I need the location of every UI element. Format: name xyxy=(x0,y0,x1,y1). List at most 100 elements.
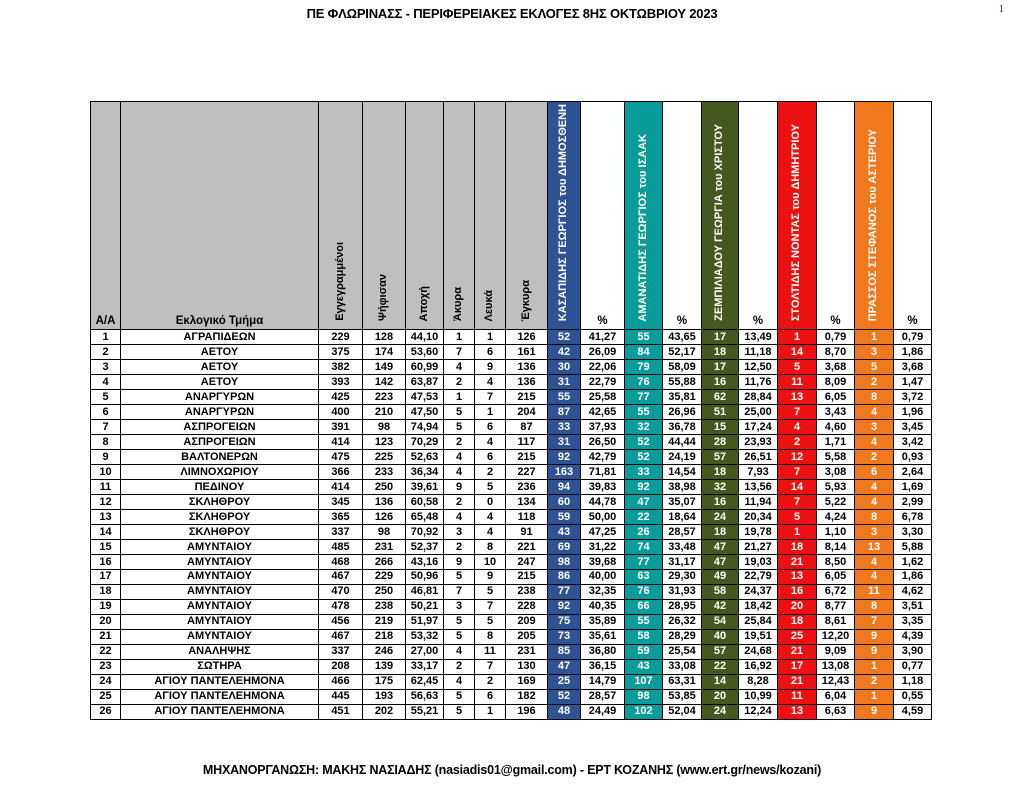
cell-votes: 11 xyxy=(777,374,817,391)
cell-votes: 17 xyxy=(777,658,817,675)
cell-percent: 2,99 xyxy=(893,494,932,511)
cell-votes: 18 xyxy=(701,344,739,361)
cell-station: ΑΓΙΟΥ ΠΑΝΤΕΛΕΗΜΟΝΑ xyxy=(120,688,319,705)
cell-stat: 55,21 xyxy=(405,703,444,721)
cell-votes: 18 xyxy=(701,464,739,481)
cell-station: ΑΕΤΟΥ xyxy=(120,344,319,361)
cell-votes: 5 xyxy=(777,509,817,526)
cell-stat: 63,87 xyxy=(405,374,444,391)
cell-stat: 4 xyxy=(443,643,475,660)
cell-percent: 6,72 xyxy=(816,583,855,600)
cell-aa: 7 xyxy=(90,419,121,436)
cell-percent: 3,43 xyxy=(816,404,855,421)
cell-stat: 475 xyxy=(318,449,363,466)
cell-stat: 70,92 xyxy=(405,524,444,541)
cell-votes: 28 xyxy=(701,434,739,451)
cell-votes: 3 xyxy=(854,419,894,436)
page-number: 1 xyxy=(998,3,1005,15)
cell-stat: 468 xyxy=(318,554,363,570)
cell-stat: 62,45 xyxy=(405,673,444,690)
table-row: 4 ΑΕΤΟΥ 393 142 63,87 2 4 136 31 22,79 76 55,88 16 11… xyxy=(90,374,932,391)
cell-percent: 26,09 xyxy=(580,344,625,361)
cell-stat: 123 xyxy=(362,434,406,451)
cell-votes: 87 xyxy=(547,404,581,421)
cell-percent: 1,71 xyxy=(816,434,855,451)
cell-stat: 467 xyxy=(318,628,363,645)
cell-station: ΛΙΜΝΟΧΩΡΙΟΥ xyxy=(120,464,319,481)
header-percent-4: % xyxy=(893,100,932,331)
cell-votes: 48 xyxy=(547,703,581,721)
cell-votes: 52 xyxy=(547,688,581,705)
cell-percent: 23,93 xyxy=(738,434,778,451)
cell-stat: 247 xyxy=(505,554,548,570)
cell-stat: 0 xyxy=(474,494,506,511)
cell-votes: 47 xyxy=(701,539,739,556)
cell-stat: 74,94 xyxy=(405,419,444,436)
table-row: 16 ΑΜΥΝΤΑΙΟΥ 468 266 43,16 9 10 247 98 39,68 77 31,… xyxy=(90,554,932,570)
cell-percent: 11,18 xyxy=(738,344,778,361)
cell-percent: 42,79 xyxy=(580,449,625,466)
cell-stat: 228 xyxy=(505,598,548,615)
header-candidate-2: ΖΕΜΠΙΛΙΑΔΟΥ ΓΕΩΡΓΙΑ του ΧΡΙΣΤΟΥ xyxy=(701,100,739,331)
table-row: 23 ΣΩΤΗΡΑ 208 139 33,17 2 7 130 47 36,15 43 33,08 22… xyxy=(90,658,932,675)
cell-percent: 0,55 xyxy=(893,688,932,705)
cell-stat: 5 xyxy=(443,628,475,645)
header-percent-2: % xyxy=(738,100,778,331)
cell-stat: 218 xyxy=(362,628,406,645)
cell-percent: 44,78 xyxy=(580,494,625,511)
cell-votes: 25 xyxy=(777,628,817,645)
cell-percent: 53,85 xyxy=(662,688,702,705)
cell-votes: 92 xyxy=(547,598,581,615)
cell-stat: 470 xyxy=(318,583,363,600)
cell-percent: 3,90 xyxy=(893,643,932,660)
cell-percent: 55,88 xyxy=(662,374,702,391)
cell-votes: 4 xyxy=(854,569,894,585)
header-aa: Α/Α xyxy=(90,100,121,331)
cell-votes: 62 xyxy=(701,389,739,406)
cell-percent: 39,68 xyxy=(580,554,625,570)
table-row: 15 ΑΜΥΝΤΑΙΟΥ 485 231 52,37 2 8 221 69 31,22 74 33,4… xyxy=(90,539,932,556)
cell-stat: 5 xyxy=(443,613,475,630)
cell-percent: 3,45 xyxy=(893,419,932,436)
cell-percent: 14,54 xyxy=(662,464,702,481)
cell-stat: 46,81 xyxy=(405,583,444,600)
table-row: 17 ΑΜΥΝΤΑΙΟΥ 467 229 50,96 5 9 215 86 40,00 63 29,3… xyxy=(90,569,932,585)
cell-stat: 345 xyxy=(318,494,363,511)
cell-stat: 196 xyxy=(505,703,548,721)
cell-stat: 6 xyxy=(474,449,506,466)
cell-stat: 126 xyxy=(362,509,406,526)
cell-stat: 9 xyxy=(443,479,475,496)
cell-percent: 4,60 xyxy=(816,419,855,436)
cell-votes: 15 xyxy=(701,419,739,436)
cell-percent: 31,93 xyxy=(662,583,702,600)
cell-stat: 223 xyxy=(362,389,406,406)
cell-percent: 6,04 xyxy=(816,688,855,705)
cell-votes: 8 xyxy=(854,598,894,615)
cell-stat: 126 xyxy=(505,329,548,346)
cell-stat: 5 xyxy=(443,688,475,705)
cell-votes: 163 xyxy=(547,464,581,481)
cell-percent: 44,44 xyxy=(662,434,702,451)
cell-votes: 92 xyxy=(547,449,581,466)
cell-stat: 250 xyxy=(362,479,406,496)
table-row: 14 ΣΚΛΗΘΡΟΥ 337 98 70,92 3 4 91 43 47,25 26 28,57 18… xyxy=(90,524,932,541)
cell-stat: 87 xyxy=(505,419,548,436)
cell-stat: 142 xyxy=(362,374,406,391)
cell-percent: 63,31 xyxy=(662,673,702,690)
cell-stat: 5 xyxy=(443,404,475,421)
cell-votes: 26 xyxy=(624,524,663,541)
cell-percent: 35,61 xyxy=(580,628,625,645)
cell-stat: 400 xyxy=(318,404,363,421)
cell-stat: 56,63 xyxy=(405,688,444,705)
cell-votes: 4 xyxy=(777,419,817,436)
cell-aa: 5 xyxy=(90,389,121,406)
cell-votes: 24 xyxy=(701,703,739,721)
cell-votes: 2 xyxy=(854,449,894,466)
cell-stat: 233 xyxy=(362,464,406,481)
cell-votes: 2 xyxy=(854,374,894,391)
table-row: 18 ΑΜΥΝΤΑΙΟΥ 470 250 46,81 7 5 238 77 32,35 76 31,9… xyxy=(90,583,932,600)
cell-votes: 17 xyxy=(701,359,739,376)
cell-votes: 7 xyxy=(854,613,894,630)
cell-votes: 1 xyxy=(777,524,817,541)
cell-percent: 35,07 xyxy=(662,494,702,511)
